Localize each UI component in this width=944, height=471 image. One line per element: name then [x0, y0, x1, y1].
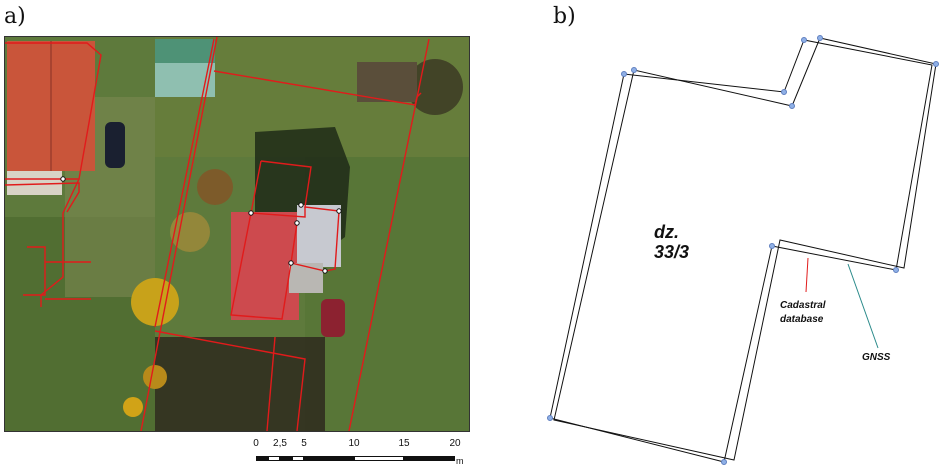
house-roof-gray [297, 205, 341, 267]
panel-label-a: a) [4, 4, 26, 29]
scale-segment [304, 456, 354, 461]
autumn-tree [143, 365, 167, 389]
scale-bar: 0 2,5 5 10 15 20 m [250, 438, 466, 466]
vertex-marker [769, 243, 775, 249]
road-edge-line [140, 37, 218, 431]
parcel-id-line2: 33/3 [654, 242, 689, 262]
cadastral-label-line2: database [780, 314, 824, 325]
parcel-canvas: dz. 33/3 Cadastral database GNSS [547, 35, 939, 465]
vertex-marker [893, 267, 899, 273]
scale-tick-label: 2,5 [273, 438, 287, 449]
vertex-marker [294, 220, 300, 226]
parcel-boundary-left [5, 182, 80, 213]
vertex-marker [288, 260, 294, 266]
scale-segment [280, 456, 292, 461]
road-edge-line [154, 38, 215, 328]
vertex-marker [298, 202, 304, 208]
scale-tick-label: 5 [301, 438, 307, 449]
orthophoto-canvas [5, 37, 469, 431]
parcel-outline-cadastral [553, 37, 937, 461]
parcel-id-line1: dz. [654, 222, 679, 242]
autumn-tree [170, 212, 210, 252]
scale-segment [354, 456, 404, 461]
vertex-marker [336, 208, 342, 214]
vertex-marker [801, 37, 807, 43]
scale-unit: m [456, 456, 464, 466]
parcel-boundary-bottom [266, 336, 276, 431]
scale-segment [404, 456, 455, 461]
vertex-marker [248, 210, 254, 216]
vertex-marker [547, 415, 553, 421]
scale-tick-label: 20 [449, 438, 461, 449]
tree-canopy [407, 59, 463, 115]
parcel-outlines [549, 37, 937, 463]
vertex-marker [621, 71, 627, 77]
parcel-outline-gnss [549, 39, 933, 463]
vertex-markers [60, 176, 342, 274]
cadastral-overlay [5, 37, 430, 431]
building-outline [290, 222, 298, 264]
orthophoto-map [4, 36, 470, 432]
scale-tick-label: 15 [398, 438, 410, 449]
scale-tick-label: 0 [253, 438, 259, 449]
shed-roof-brown [357, 62, 417, 102]
car-red [321, 299, 345, 337]
parcel-diagram: dz. 33/3 Cadastral database GNSS [536, 30, 944, 466]
vertex-marker [721, 459, 727, 465]
gnss-label: GNSS [862, 352, 891, 363]
parcel-boundary-left [40, 178, 80, 307]
parcel-boundary-right [348, 38, 430, 431]
autumn-tree [131, 278, 179, 326]
parcel-boundary-bottom [154, 330, 306, 431]
parcel-boundary-left [5, 42, 102, 180]
car-dark [105, 122, 125, 168]
garden-plot [23, 246, 46, 296]
vertex-marker [933, 61, 939, 67]
vertex-marker [817, 35, 823, 41]
autumn-tree [123, 397, 143, 417]
cadastral-callout-line [805, 257, 809, 293]
panel-label-b: b) [553, 4, 576, 29]
vertex-marker [631, 67, 637, 73]
vertex-marker [781, 89, 787, 95]
vertex-marker [60, 176, 66, 182]
building-outline [250, 207, 306, 218]
autumn-tree [197, 169, 233, 205]
shed-roof-green [155, 39, 215, 63]
cadastral-label-line1: Cadastral [780, 300, 826, 311]
gnss-callout-line [847, 263, 879, 349]
scale-segment [292, 456, 304, 461]
scale-segment [268, 456, 280, 461]
scale-tick-label: 10 [348, 438, 360, 449]
house-roof-gray [289, 263, 323, 293]
parcel-vertices [547, 35, 939, 465]
annex-roof [7, 171, 62, 195]
house-roof-center [231, 212, 299, 320]
scale-segment [256, 456, 268, 461]
tree-canopy [155, 337, 325, 431]
vertex-marker [789, 103, 795, 109]
vertex-marker [322, 268, 328, 274]
